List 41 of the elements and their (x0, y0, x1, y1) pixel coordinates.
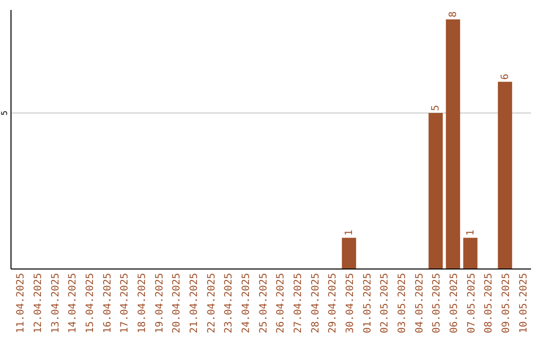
x-tick-label: 08.05.2025 (484, 273, 495, 334)
bar (342, 238, 356, 269)
bar (446, 19, 460, 269)
x-tick-label: 15.04.2025 (85, 273, 96, 334)
data-label: 5 (430, 104, 442, 111)
x-tick-label: 20.04.2025 (172, 273, 183, 334)
x-tick-label: 07.05.2025 (466, 273, 478, 334)
x-tick-label: 04.05.2025 (414, 273, 426, 334)
data-label: 1 (344, 230, 355, 236)
x-tick-label: 02.05.2025 (380, 273, 391, 334)
x-tick-label: 19.04.2025 (154, 273, 166, 334)
x-tick-label: 30.04.2025 (345, 273, 356, 334)
x-tick-label: 24.04.2025 (241, 273, 252, 334)
x-tick-label: 29.04.2025 (328, 273, 339, 334)
x-tick-label: 10.05.2025 (518, 273, 530, 334)
x-tick-label: 11.04.2025 (16, 273, 27, 334)
bar (498, 82, 512, 269)
x-tick-label: 06.05.2025 (449, 273, 460, 334)
x-tick-label: 27.04.2025 (293, 273, 304, 334)
x-tick-label: 16.04.2025 (102, 273, 114, 334)
x-tick-label: 25.04.2025 (258, 273, 270, 334)
x-tick-label: 22.04.2025 (206, 273, 218, 334)
data-label: 6 (500, 74, 511, 80)
x-tick-label: 01.05.2025 (362, 273, 374, 334)
bar (428, 112, 443, 269)
x-tick-label: 17.04.2025 (120, 273, 131, 334)
x-tick-label: 05.05.2025 (432, 273, 443, 334)
x-tick-label: 23.04.2025 (224, 273, 235, 334)
x-tick-label: 13.04.2025 (50, 273, 62, 334)
x-tick-label: 28.04.2025 (310, 273, 322, 334)
x-tick-label: 18.04.2025 (137, 273, 148, 334)
x-tick-label: 26.04.2025 (276, 273, 287, 334)
x-tick-label: 21.04.2025 (189, 273, 200, 334)
data-label: 1 (465, 230, 476, 236)
x-tick-label: 09.05.2025 (501, 273, 512, 334)
x-tick-label: 12.04.2025 (33, 273, 44, 334)
data-label: 8 (448, 11, 459, 18)
x-tick-label: 03.05.2025 (397, 273, 408, 334)
x-tick-label: 14.04.2025 (68, 273, 79, 334)
bar (463, 238, 478, 269)
ref-line-label: 5 (0, 110, 9, 116)
